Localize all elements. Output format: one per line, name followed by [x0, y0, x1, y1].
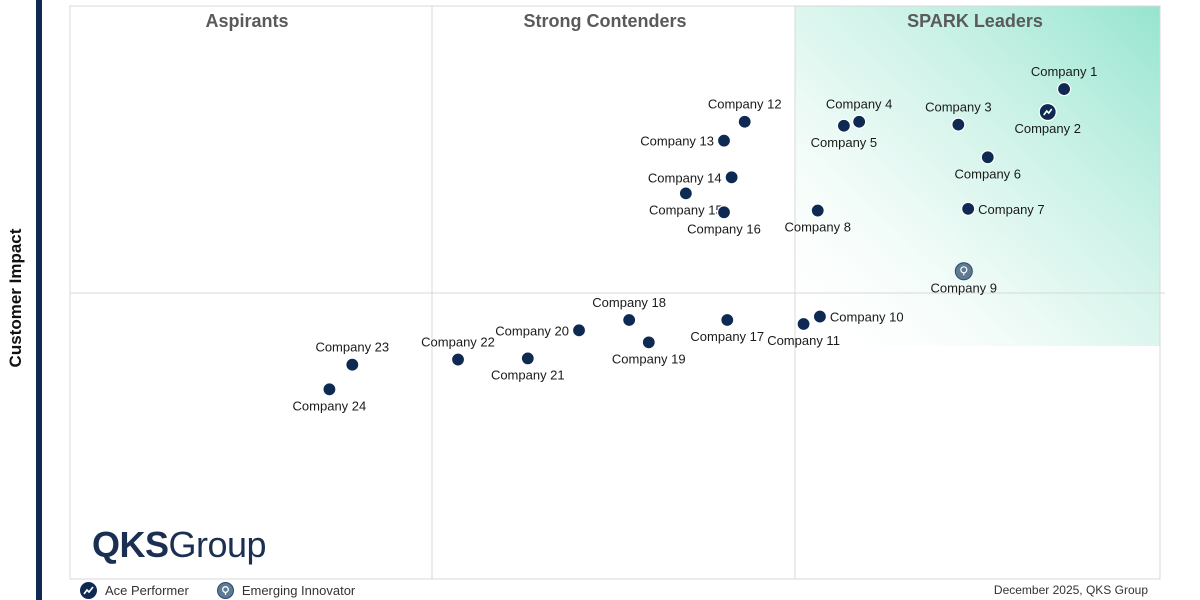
data-point[interactable]: Company 7: [961, 201, 1045, 217]
point-marker[interactable]: [812, 309, 828, 324]
point-label: Company 13: [640, 134, 714, 149]
point-label: Company 15: [649, 202, 723, 217]
point-label: Company 22: [421, 335, 495, 350]
footnote-date-source: December 2025, QKS Group: [993, 583, 1148, 597]
point-label: Company 16: [687, 221, 761, 236]
point-label: Company 3: [925, 100, 991, 115]
quadrant-title-aspirants: Aspirants: [205, 11, 288, 31]
legend-item-emerging-innovator: Emerging Innovator: [216, 581, 356, 599]
point-marker[interactable]: [980, 150, 995, 165]
point-marker[interactable]: [450, 352, 466, 367]
point-label: Company 4: [826, 97, 892, 112]
point-label: Company 6: [955, 166, 1021, 181]
data-point[interactable]: Company 22: [421, 335, 495, 367]
point-label: Company 14: [648, 170, 722, 185]
data-point[interactable]: Company 12: [708, 97, 782, 129]
logo-text-qks: QKS: [92, 524, 169, 565]
legend-label-ace-performer: Ace Performer: [105, 582, 189, 598]
data-point[interactable]: Company 18: [592, 295, 666, 328]
leaders-zone-highlight: [795, 6, 1160, 346]
point-label: Company 23: [315, 340, 389, 355]
data-point[interactable]: Company 8: [784, 203, 851, 235]
point-label: Company 12: [708, 97, 782, 112]
data-point[interactable]: Company 16: [687, 205, 761, 237]
point-marker[interactable]: [724, 170, 739, 185]
point-marker[interactable]: [961, 201, 976, 216]
point-marker[interactable]: [720, 312, 735, 328]
point-marker[interactable]: [716, 205, 732, 220]
point-label: Company 18: [592, 295, 666, 310]
data-point[interactable]: Company 2: [1014, 102, 1081, 137]
point-marker[interactable]: [836, 118, 852, 133]
point-marker[interactable]: [951, 117, 966, 132]
data-point[interactable]: Company 6: [955, 150, 1021, 182]
quadrant-title-strong-contenders: Strong Contenders: [523, 11, 686, 31]
data-point[interactable]: Company 24: [293, 382, 367, 414]
point-label: Company 20: [495, 323, 569, 338]
emerging-innovator-marker[interactable]: [954, 262, 973, 281]
data-point[interactable]: Company 17: [690, 312, 764, 345]
point-label: Company 21: [491, 367, 565, 382]
point-label: Company 2: [1014, 121, 1080, 136]
point-marker[interactable]: [737, 114, 752, 129]
data-point[interactable]: Company 21: [491, 351, 565, 383]
data-point[interactable]: Company 10: [812, 309, 904, 325]
data-point[interactable]: Company 15: [649, 186, 723, 218]
quadrant-title-spark-leaders: SPARK Leaders: [907, 11, 1043, 31]
data-point[interactable]: Company 20: [495, 323, 587, 338]
point-marker[interactable]: [1056, 81, 1072, 97]
point-label: Company 9: [931, 280, 997, 295]
point-marker[interactable]: [345, 357, 360, 372]
point-marker[interactable]: [571, 323, 587, 338]
point-marker[interactable]: [796, 316, 811, 332]
point-marker[interactable]: [520, 351, 535, 366]
point-marker[interactable]: [322, 382, 337, 397]
data-points: Company 1 Company 2 Company 3 Company 4 Comp…: [293, 64, 1098, 413]
qks-group-logo: QKSGroup: [92, 524, 267, 566]
point-marker[interactable]: [641, 335, 656, 350]
logo-text-group: Group: [168, 524, 267, 565]
point-label: Company 1: [1031, 64, 1097, 79]
legend-label-emerging-innovator: Emerging Innovator: [241, 582, 356, 598]
point-label: Company 5: [811, 135, 877, 150]
point-marker[interactable]: [622, 312, 637, 328]
data-point[interactable]: Company 23: [315, 340, 389, 372]
left-accent-bar: [36, 0, 42, 600]
data-point[interactable]: Company 14: [648, 170, 739, 185]
point-marker[interactable]: [678, 186, 693, 201]
point-label: Company 24: [293, 398, 367, 413]
data-point[interactable]: Company 19: [612, 335, 686, 367]
legend: Ace Performer Emerging Innovator: [80, 580, 383, 600]
point-marker[interactable]: [852, 114, 867, 129]
point-label: Company 7: [978, 202, 1044, 217]
point-marker[interactable]: [716, 133, 732, 148]
ace-performer-icon: [80, 581, 97, 599]
ace-performer-icon: [1043, 108, 1053, 116]
data-point[interactable]: Company 13: [640, 133, 732, 149]
data-point[interactable]: Company 1: [1031, 64, 1097, 97]
point-label: Company 11: [767, 333, 840, 348]
legend-item-ace-performer: Ace Performer: [80, 581, 189, 599]
point-label: Company 19: [612, 351, 686, 366]
data-point[interactable]: Company 11: [767, 316, 840, 349]
point-label: Company 17: [690, 329, 764, 344]
data-point[interactable]: Company 4: [826, 97, 892, 129]
point-marker[interactable]: [810, 203, 825, 218]
point-label: Company 8: [784, 220, 850, 235]
data-point[interactable]: Company 9: [931, 262, 997, 296]
data-point[interactable]: Company 3: [925, 100, 992, 132]
emerging-innovator-icon: [216, 581, 234, 599]
point-label: Company 10: [830, 310, 904, 325]
data-point[interactable]: Company 5: [811, 118, 877, 150]
